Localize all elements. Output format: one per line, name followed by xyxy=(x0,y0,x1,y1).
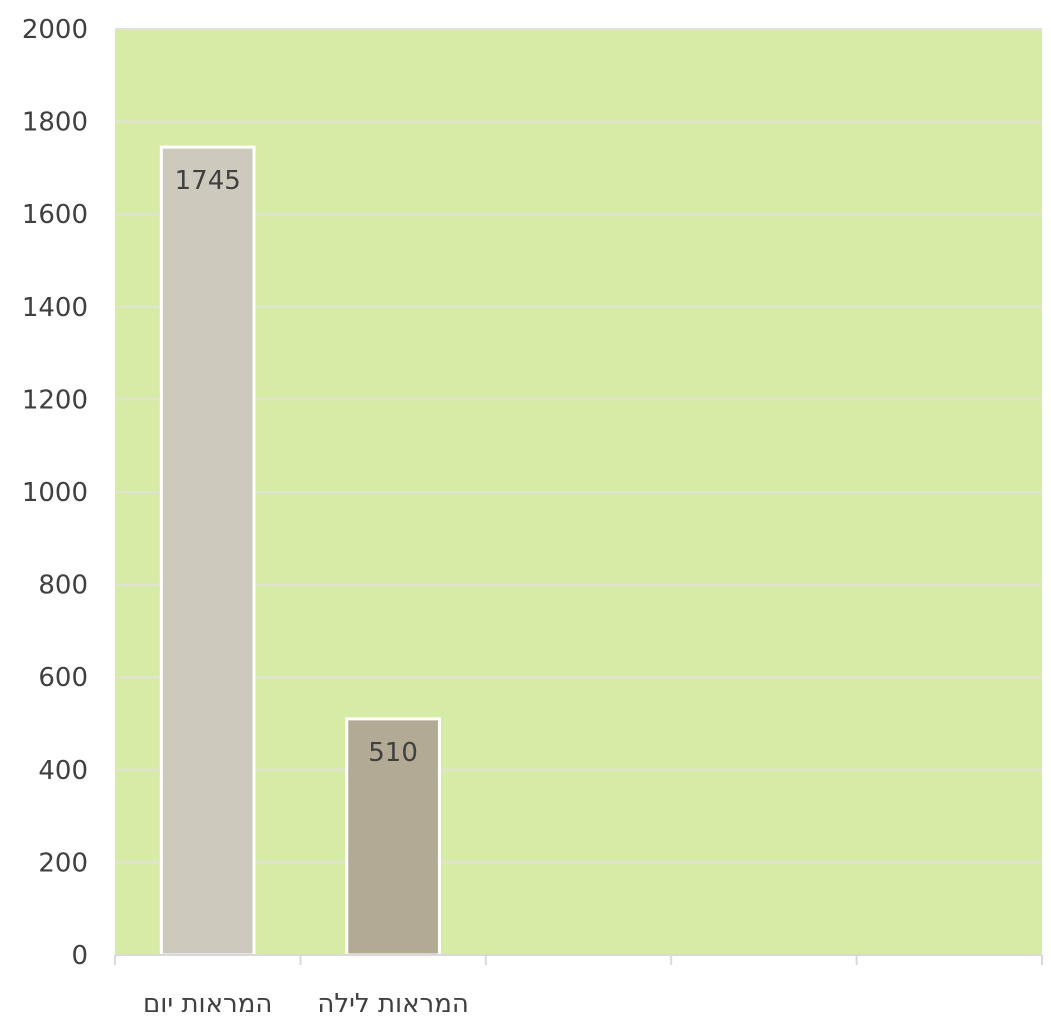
y-tick-label: 1800 xyxy=(22,108,88,138)
x-category-label: המראות לילה xyxy=(317,989,469,1017)
x-axis: המראות יום המראות לילה xyxy=(114,954,1043,1017)
y-tick-label: 400 xyxy=(38,756,88,786)
gridlines xyxy=(115,28,1042,864)
y-tick-label: 1400 xyxy=(22,293,88,323)
y-tick-label: 1600 xyxy=(22,200,88,230)
y-axis: 0 200 400 600 800 1000 1200 1400 1600 1800 2000 xyxy=(22,15,88,971)
data-label: 1745 xyxy=(175,166,241,196)
y-tick-label: 800 xyxy=(38,571,88,601)
y-tick-label: 200 xyxy=(38,848,88,878)
x-category-label: המראות יום xyxy=(143,989,272,1017)
y-tick-label: 1200 xyxy=(22,385,88,415)
bars: 1745 510 xyxy=(159,145,441,957)
data-label: 510 xyxy=(368,738,418,768)
y-tick-label: 2000 xyxy=(22,15,88,45)
y-tick-label: 600 xyxy=(38,663,88,693)
bar xyxy=(159,145,256,957)
y-tick-label: 0 xyxy=(71,941,88,971)
y-tick-label: 1000 xyxy=(22,478,88,508)
